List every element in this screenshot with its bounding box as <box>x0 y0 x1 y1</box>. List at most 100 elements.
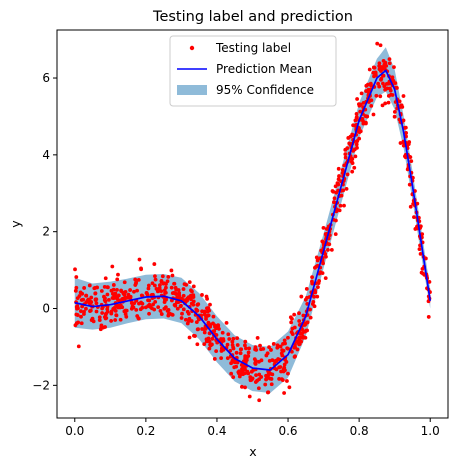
testing-label-point <box>392 65 396 69</box>
testing-label-point <box>207 331 212 336</box>
testing-label-point <box>335 181 340 186</box>
testing-label-point <box>130 304 135 309</box>
testing-label-point <box>255 336 260 340</box>
testing-label-point <box>119 288 124 293</box>
testing-label-point <box>301 335 306 340</box>
testing-label-point <box>243 339 248 344</box>
x-tick-label: 1.0 <box>421 424 440 438</box>
testing-label-point <box>317 279 322 283</box>
testing-label-point <box>297 338 302 342</box>
testing-label-point <box>367 67 372 72</box>
testing-label-point <box>207 339 212 344</box>
testing-label-point <box>383 101 388 106</box>
testing-label-point <box>320 239 325 244</box>
testing-label-point <box>111 283 116 287</box>
testing-label-point <box>378 94 383 99</box>
testing-label-point <box>106 285 110 290</box>
testing-label-point <box>110 292 115 296</box>
testing-label-point <box>187 280 192 285</box>
testing-label-point <box>264 353 269 358</box>
testing-label-point <box>388 88 393 93</box>
testing-label-point <box>375 41 380 46</box>
testing-label-point <box>420 232 425 237</box>
testing-label-point <box>378 43 383 48</box>
testing-label-point <box>147 298 152 303</box>
testing-label-point <box>165 279 170 284</box>
testing-label-point <box>114 296 119 301</box>
testing-label-point <box>235 343 240 347</box>
testing-label-point <box>377 84 382 89</box>
x-tick-label: 0.6 <box>278 424 297 438</box>
testing-label-point <box>94 309 99 314</box>
testing-label-point <box>253 359 258 363</box>
testing-label-point <box>336 166 341 171</box>
testing-label-point <box>146 286 151 291</box>
testing-label-point <box>181 293 186 298</box>
testing-label-point <box>231 336 236 341</box>
testing-label-point <box>243 356 248 361</box>
testing-label-point <box>181 287 186 291</box>
testing-label-point <box>94 301 99 306</box>
testing-label-point <box>122 280 127 285</box>
testing-label-point <box>187 316 192 321</box>
testing-label-point <box>350 157 355 161</box>
testing-label-point <box>194 320 199 324</box>
testing-label-point <box>404 131 408 135</box>
testing-label-point <box>285 346 290 351</box>
testing-label-point <box>257 377 261 382</box>
testing-label-point <box>137 257 142 262</box>
plot-frame <box>56 29 449 419</box>
testing-label-point <box>270 358 275 363</box>
testing-label-point <box>133 277 138 282</box>
testing-label-point <box>172 303 177 307</box>
testing-label-point <box>157 283 162 287</box>
testing-label-point <box>340 168 345 172</box>
testing-label-point <box>344 186 349 191</box>
testing-label-point <box>156 305 161 310</box>
testing-label-point <box>175 306 180 311</box>
testing-label-point <box>324 254 328 259</box>
testing-label-point <box>292 325 297 330</box>
testing-label-point <box>134 307 139 312</box>
y-tick-label: 2 <box>42 225 50 239</box>
testing-label-point <box>118 317 123 322</box>
testing-label-point <box>116 293 121 298</box>
testing-label-point <box>189 294 193 299</box>
testing-label-point <box>88 301 92 306</box>
testing-label-point <box>258 343 262 348</box>
testing-label-point <box>235 360 240 365</box>
testing-label-point <box>372 74 376 79</box>
testing-label-point <box>369 83 374 88</box>
testing-label-point <box>323 276 328 280</box>
testing-label-point <box>225 356 230 361</box>
testing-label-point <box>374 93 379 98</box>
testing-label-point <box>229 371 234 376</box>
testing-label-point <box>330 189 335 193</box>
testing-label-point <box>288 315 293 320</box>
testing-label-point <box>426 315 431 319</box>
testing-label-point <box>79 321 84 326</box>
testing-label-point <box>305 295 309 300</box>
y-tick-label: 4 <box>42 148 50 162</box>
testing-label-point <box>79 314 83 319</box>
testing-label-point <box>214 349 219 354</box>
testing-label-point <box>275 345 280 350</box>
testing-label-point <box>340 171 345 175</box>
testing-label-point <box>308 315 313 320</box>
testing-label-point <box>311 300 316 304</box>
testing-label-point <box>205 313 210 318</box>
testing-label-point <box>225 342 230 347</box>
testing-label-point <box>257 372 262 377</box>
testing-label-point <box>88 308 93 313</box>
testing-label-point <box>293 354 297 359</box>
testing-label-point <box>345 146 350 151</box>
testing-label-point <box>324 227 329 231</box>
testing-label-point <box>93 291 98 296</box>
testing-label-point <box>202 327 206 332</box>
testing-label-point <box>196 327 200 332</box>
testing-label-point <box>372 65 377 70</box>
testing-label-point <box>312 304 317 309</box>
testing-label-point <box>137 301 141 306</box>
testing-label-point <box>219 349 224 353</box>
testing-label-point <box>84 306 88 311</box>
